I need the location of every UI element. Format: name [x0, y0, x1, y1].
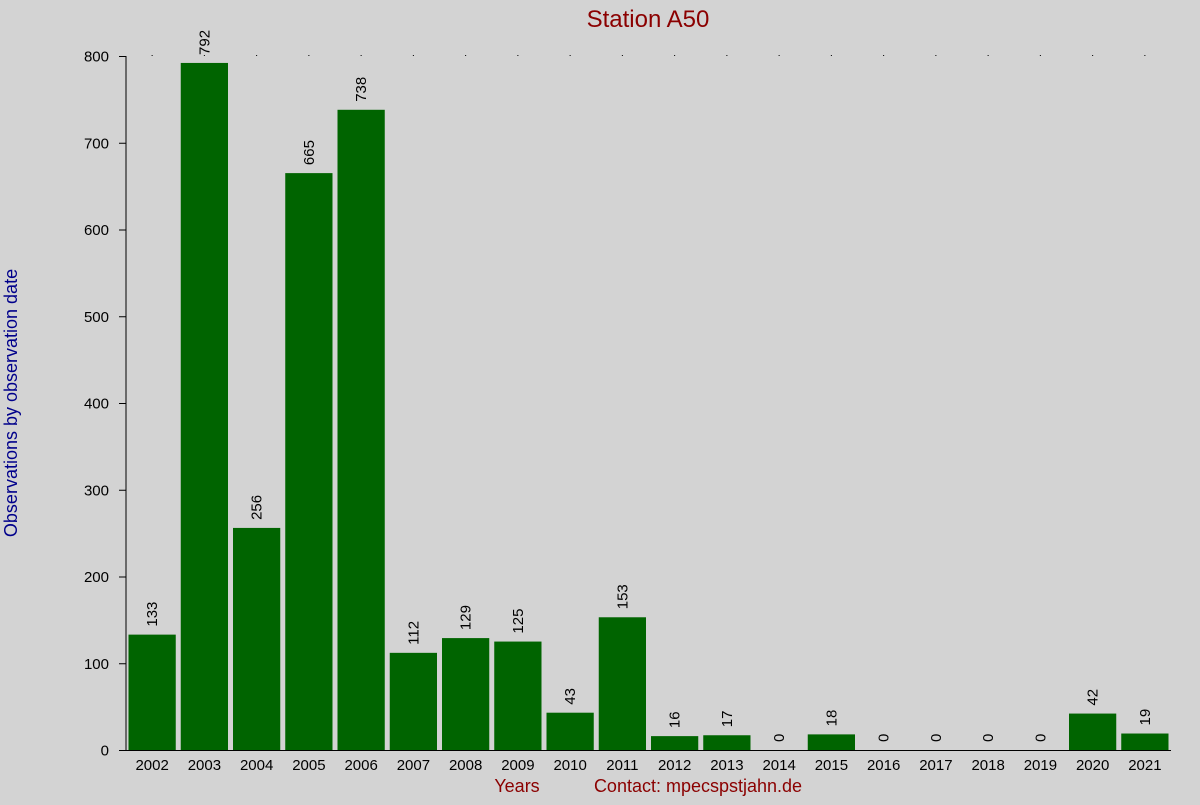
- x-tick-label: 2017: [919, 757, 952, 774]
- category-guide-dot: [465, 55, 467, 56]
- bar-value-label: 129: [458, 605, 475, 630]
- x-tick-label: 2012: [658, 757, 691, 774]
- x-tick-label: 2006: [344, 757, 377, 774]
- y-tick-label: 500: [84, 309, 109, 326]
- category-guide-dot: [883, 55, 885, 56]
- y-tick-label: 800: [84, 49, 109, 66]
- x-tick-label: 2011: [606, 757, 638, 774]
- y-tick-label: 100: [84, 656, 109, 673]
- bar-value-label: 738: [353, 77, 370, 102]
- category-guide-dot: [1092, 55, 1094, 56]
- bar-value-label: 0: [1032, 734, 1049, 742]
- bar-value-label: 153: [614, 584, 631, 609]
- category-guide-dot: [256, 55, 258, 56]
- y-tick-label: 300: [84, 482, 109, 499]
- bar-value-label: 665: [301, 140, 318, 165]
- x-tick-label: 2020: [1076, 757, 1109, 774]
- category-guide-dot: [203, 55, 205, 56]
- bar-2020: [1069, 713, 1117, 750]
- category-guide-dot: [726, 55, 728, 56]
- y-tick-label: 0: [101, 743, 109, 760]
- x-tick-label: 2003: [188, 757, 221, 774]
- bar-value-label: 19: [1137, 709, 1154, 726]
- category-guide-dot: [778, 55, 780, 56]
- bar-value-label: 112: [405, 621, 422, 645]
- bar-2004: [233, 527, 281, 750]
- x-tick-label: 2016: [867, 757, 900, 774]
- category-guide-dot: [412, 55, 414, 56]
- x-tick-label: 2013: [710, 757, 743, 774]
- x-tick-label: 2015: [815, 757, 848, 774]
- bar-value-label: 125: [510, 609, 527, 634]
- bar-value-label: 0: [928, 734, 945, 742]
- bar-value-label: 16: [667, 711, 684, 728]
- bar-2021: [1121, 733, 1169, 750]
- x-tick-label: 2004: [240, 757, 273, 774]
- y-tick-label: 400: [84, 396, 109, 413]
- category-guide-dot: [360, 55, 362, 56]
- y-tick-label: 200: [84, 569, 109, 586]
- chart-title: Station A50: [587, 6, 710, 33]
- x-tick-label: 2018: [971, 757, 1004, 774]
- y-tick-label: 700: [84, 135, 109, 152]
- category-guide-dot: [621, 55, 623, 56]
- bar-value-label: 18: [823, 710, 840, 727]
- bar-value-label: 256: [249, 495, 266, 520]
- bar-2008: [442, 638, 490, 750]
- bar-2013: [703, 735, 751, 750]
- bar-2009: [494, 641, 542, 750]
- footer-contact: Contact: mpecspstjahn.de: [594, 776, 802, 796]
- bar-value-label: 0: [980, 734, 997, 742]
- bar-value-label: 17: [719, 711, 736, 728]
- bar-2015: [807, 734, 855, 750]
- x-tick-label: 2005: [292, 757, 325, 774]
- x-tick-label: 2008: [449, 757, 482, 774]
- category-guide-dot: [1144, 55, 1146, 56]
- bar-2007: [389, 652, 437, 750]
- bar-value-label: 42: [1085, 689, 1102, 706]
- y-tick-label: 600: [84, 222, 109, 239]
- bar-2012: [651, 736, 699, 750]
- category-guide-dot: [987, 55, 989, 56]
- x-tick-label: 2009: [501, 757, 534, 774]
- x-tick-label: 2019: [1024, 757, 1057, 774]
- x-tick-label: 2014: [762, 757, 795, 774]
- category-guide-dot: [517, 55, 519, 56]
- bar-value-label: 0: [876, 734, 893, 742]
- bar-value-label: 0: [771, 734, 788, 742]
- y-axis-label: Observations by observation date: [1, 269, 21, 537]
- category-guide-dot: [569, 55, 571, 56]
- bar-2003: [180, 62, 228, 750]
- x-tick-label: 2007: [397, 757, 430, 774]
- category-guide-dot: [151, 55, 153, 56]
- bar-value-label: 133: [144, 602, 161, 627]
- bar-2005: [285, 173, 333, 751]
- bar-2010: [546, 712, 594, 750]
- x-tick-label: 2002: [135, 757, 168, 774]
- category-guide-dot: [308, 55, 310, 56]
- plot-area: 0 100 200 300 400 500 600 700 800 133 2002 792 2003 2…: [84, 30, 1171, 774]
- x-tick-label: 2010: [553, 757, 586, 774]
- category-guide-dot: [1039, 55, 1041, 56]
- category-guide-dot: [935, 55, 937, 56]
- category-guide-dot: [830, 55, 832, 56]
- bar-value-label: 43: [562, 688, 579, 705]
- category-guide-dot: [674, 55, 676, 56]
- bar-2002: [128, 634, 176, 750]
- bar-2011: [598, 617, 646, 750]
- bar-2006: [337, 109, 385, 750]
- x-tick-label: 2021: [1128, 757, 1161, 774]
- bar-value-label: 792: [196, 30, 213, 55]
- x-axis-label: Years: [494, 776, 539, 796]
